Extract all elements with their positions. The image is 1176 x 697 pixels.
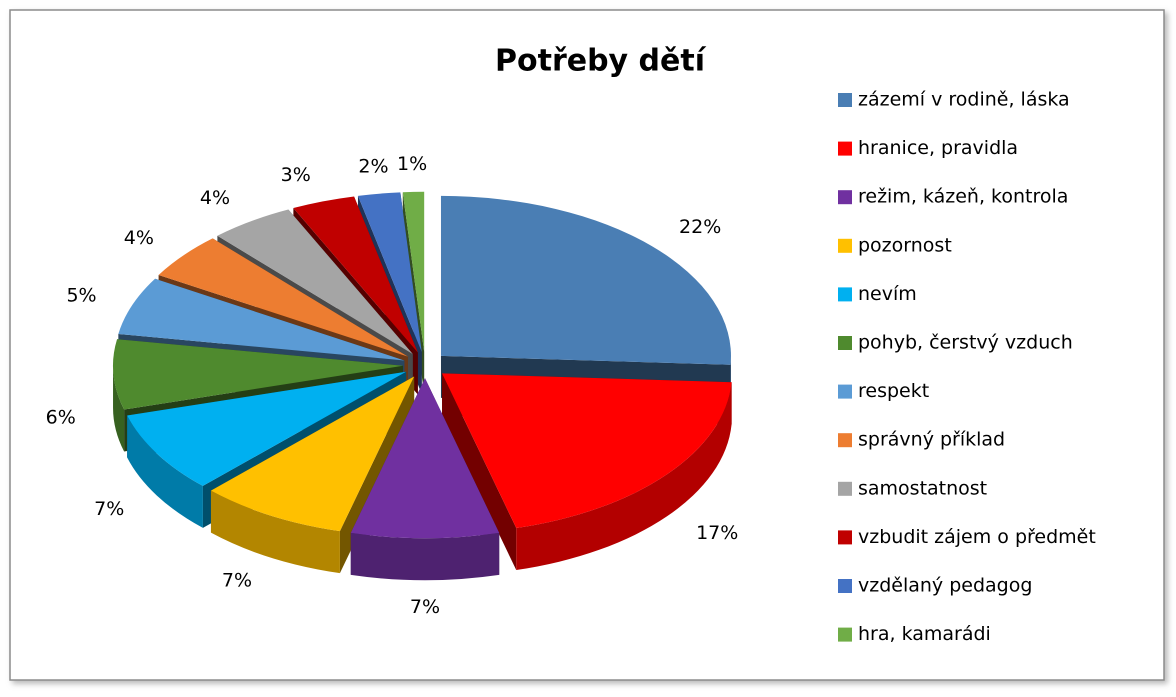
legend-label: správný příklad	[858, 429, 1005, 451]
legend-swatch	[838, 142, 852, 156]
legend-swatch	[838, 385, 852, 399]
legend-swatch	[838, 190, 852, 204]
chart-title: Potřeby dětí	[495, 44, 707, 79]
legend-label: pozornost	[858, 234, 952, 256]
legend-swatch	[838, 579, 852, 593]
legend-label: režim, kázeň, kontrola	[858, 186, 1068, 208]
legend-label: respekt	[858, 380, 929, 402]
legend-swatch	[838, 628, 852, 642]
data-label: 4%	[200, 187, 230, 209]
legend-label: samostatnost	[858, 477, 987, 499]
data-label: 3%	[281, 164, 311, 186]
legend-label: vzdělaný pedagog	[858, 575, 1032, 597]
legend-label: zázemí v rodině, láska	[858, 89, 1070, 111]
data-label: 7%	[94, 498, 124, 520]
slice-wall	[351, 533, 499, 580]
legend-label: hra, kamarádi	[858, 623, 991, 645]
data-label: 7%	[410, 596, 440, 618]
data-label: 5%	[66, 285, 96, 307]
legend-swatch	[838, 433, 852, 447]
legend-label: vzbudit zájem o předmět	[858, 526, 1096, 548]
data-label: 2%	[358, 155, 388, 177]
legend-label: pohyb, čerstvý vzduch	[858, 332, 1073, 354]
legend-label: nevím	[858, 283, 917, 305]
legend-label: hranice, pravidla	[858, 137, 1018, 159]
legend-swatch	[838, 530, 852, 544]
data-label: 7%	[222, 570, 252, 592]
legend-swatch	[838, 93, 852, 107]
legend-swatch	[838, 287, 852, 301]
data-label: 17%	[696, 522, 738, 544]
data-label: 4%	[124, 227, 154, 249]
data-label: 22%	[679, 216, 721, 238]
data-label: 1%	[397, 153, 427, 175]
legend-swatch	[838, 239, 852, 253]
data-label: 6%	[46, 407, 76, 429]
legend-swatch	[838, 336, 852, 350]
legend-swatch	[838, 482, 852, 496]
